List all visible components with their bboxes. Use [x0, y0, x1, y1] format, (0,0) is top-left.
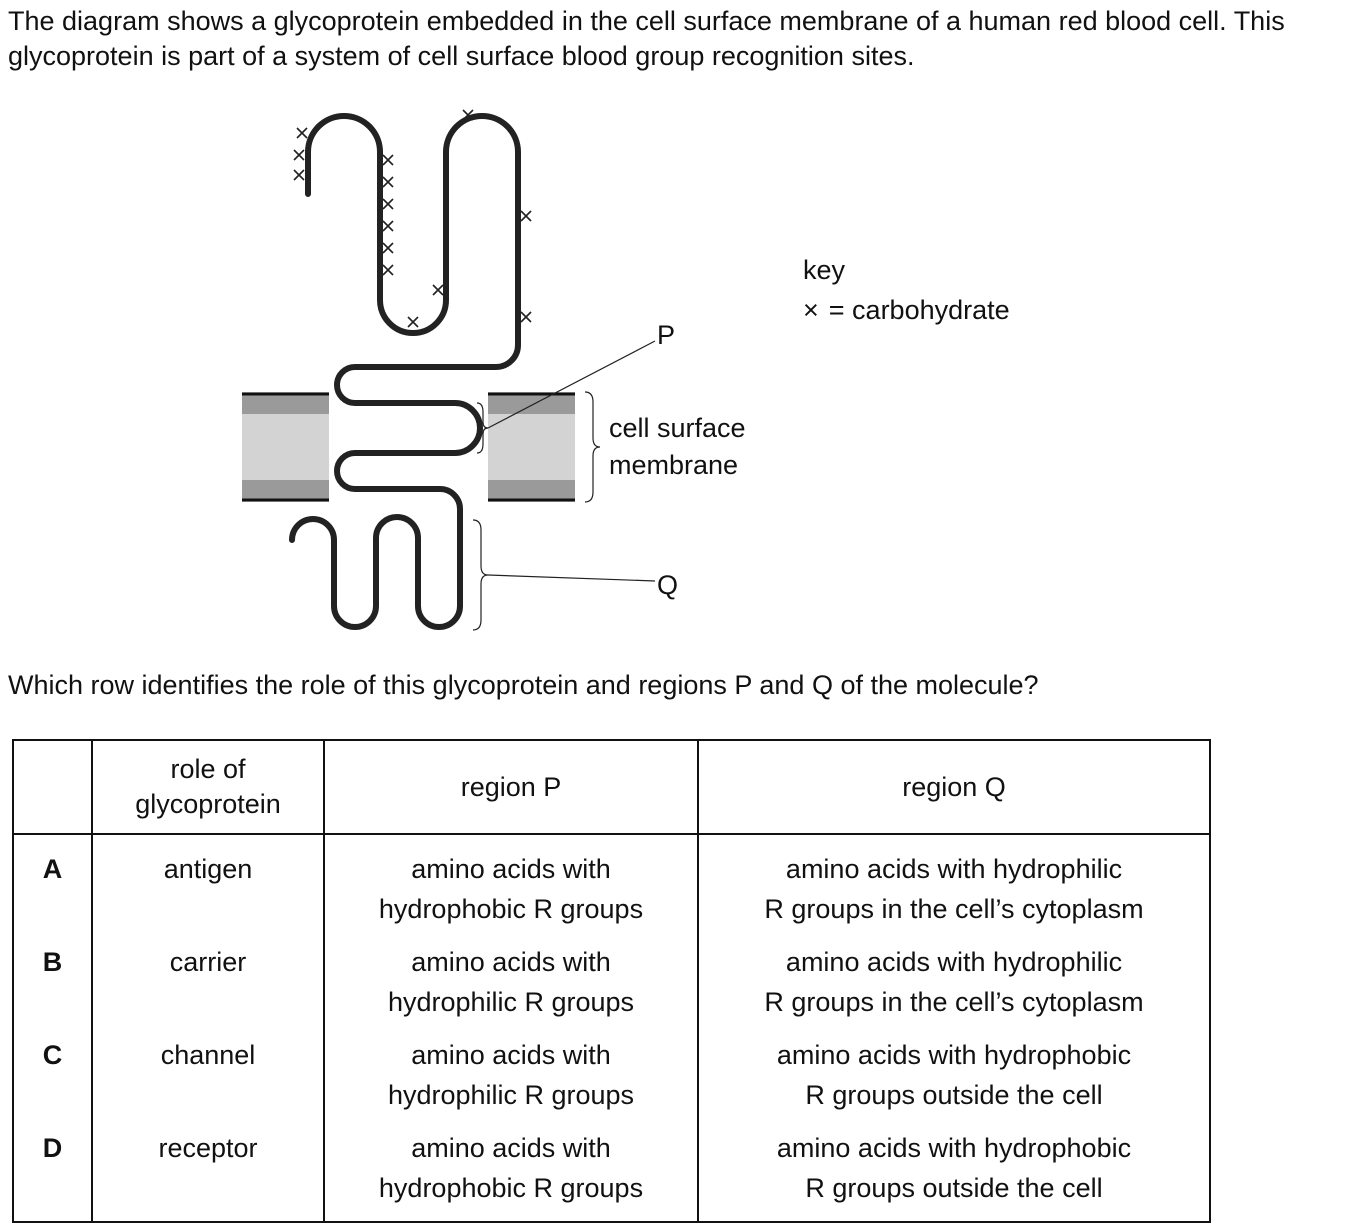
- cross-icon: ×: [803, 295, 819, 325]
- row-region-q: amino acids with hydrophilic R groups in…: [697, 942, 1211, 1035]
- table-header-row: role of glycoprotein region P region Q: [12, 739, 1211, 835]
- region-q-line1: amino acids with hydrophobic: [776, 1040, 1132, 1070]
- region-p-line1: amino acids with: [411, 1040, 611, 1070]
- row-letter: B: [12, 942, 93, 1035]
- key-entry: × = carbohydrate: [803, 290, 1010, 330]
- q-leader-line: [487, 574, 656, 582]
- label-q: Q: [657, 570, 679, 600]
- region-q-line1: amino acids with hydrophilic: [785, 947, 1123, 977]
- membrane-label-line1: cell surface: [609, 413, 746, 443]
- region-p-line1: amino acids with: [411, 1133, 611, 1163]
- header-region-q: region Q: [697, 739, 1211, 835]
- membrane-label: cell surface membrane: [609, 410, 746, 484]
- row-role: receptor: [91, 1128, 325, 1223]
- region-p-line1: amino acids with: [411, 947, 611, 977]
- region-q-line2: R groups outside the cell: [805, 1173, 1103, 1203]
- header-role-line2: glycoprotein: [135, 789, 281, 819]
- row-region-p: amino acids with hydrophilic R groups: [323, 1035, 699, 1128]
- table-row: A antigen amino acids with hydrophobic R…: [12, 834, 1211, 942]
- carbohydrate-markers: [293, 109, 532, 328]
- q-brace: [472, 519, 489, 631]
- membrane-brace: [584, 391, 601, 503]
- row-region-q: amino acids with hydrophilic R groups in…: [697, 834, 1211, 942]
- region-p-line2: hydrophobic R groups: [378, 1173, 644, 1203]
- row-letter: C: [12, 1035, 93, 1128]
- table-row: D receptor amino acids with hydrophobic …: [12, 1128, 1211, 1223]
- table-row: B carrier amino acids with hydrophilic R…: [12, 942, 1211, 1035]
- diagram-key: key × = carbohydrate: [803, 250, 1010, 330]
- region-q-line1: amino acids with hydrophobic: [776, 1133, 1132, 1163]
- membrane-right-block: [488, 392, 575, 502]
- region-p-line2: hydrophilic R groups: [387, 1080, 635, 1110]
- region-p-line2: hydrophilic R groups: [387, 987, 635, 1017]
- header-region-p: region P: [323, 739, 699, 835]
- key-title: key: [803, 255, 846, 285]
- region-p-line2: hydrophobic R groups: [378, 894, 644, 924]
- region-q-line2: R groups in the cell’s cytoplasm: [764, 894, 1144, 924]
- header-role: role of glycoprotein: [91, 739, 325, 835]
- row-letter: A: [12, 834, 93, 942]
- region-q-line2: R groups outside the cell: [805, 1080, 1103, 1110]
- row-region-q: amino acids with hydrophobic R groups ou…: [697, 1128, 1211, 1223]
- key-text: = carbohydrate: [828, 295, 1010, 325]
- header-letter: [12, 739, 93, 835]
- row-region-p: amino acids with hydrophobic R groups: [323, 1128, 699, 1223]
- label-p: P: [657, 320, 676, 350]
- region-q-line1: amino acids with hydrophilic: [785, 854, 1123, 884]
- row-letter: D: [12, 1128, 93, 1223]
- membrane-label-line2: membrane: [609, 450, 739, 480]
- answer-table: role of glycoprotein region P region Q A…: [12, 739, 1211, 1223]
- intro-text: The diagram shows a glycoprotein embedde…: [8, 6, 1285, 71]
- row-region-p: amino acids with hydrophobic R groups: [323, 834, 699, 942]
- question-text: Which row identifies the role of this gl…: [8, 670, 1039, 700]
- row-region-q: amino acids with hydrophobic R groups ou…: [697, 1035, 1211, 1128]
- table-row: C channel amino acids with hydrophilic R…: [12, 1035, 1211, 1128]
- p-leader-line: [487, 340, 656, 429]
- protein-chain: [289, 113, 521, 630]
- row-role: channel: [91, 1035, 325, 1128]
- glycoprotein-diagram: [242, 109, 656, 631]
- row-role: antigen: [91, 834, 325, 942]
- row-role: carrier: [91, 942, 325, 1035]
- region-q-line2: R groups in the cell’s cytoplasm: [764, 987, 1144, 1017]
- row-region-p: amino acids with hydrophilic R groups: [323, 942, 699, 1035]
- region-p-line1: amino acids with: [411, 854, 611, 884]
- header-role-line1: role of: [170, 754, 246, 784]
- membrane-left-block: [242, 392, 329, 502]
